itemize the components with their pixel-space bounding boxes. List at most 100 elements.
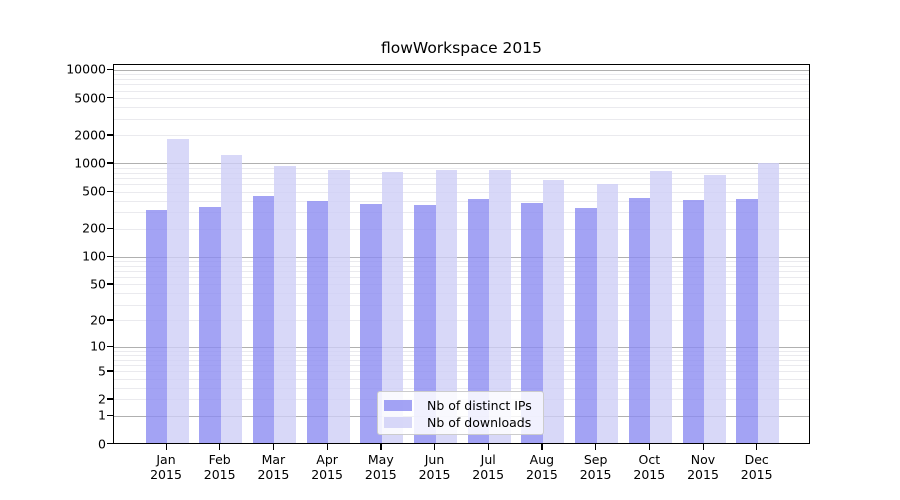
bar-downloads-jul (489, 169, 511, 444)
bar-distinct-ips-may (360, 204, 382, 444)
x-tick-label-mar: Mar 2015 (257, 451, 290, 482)
minor-gridline-2000 (114, 135, 809, 137)
major-gridline-10 (114, 346, 809, 348)
minor-gridline-5000 (114, 98, 809, 100)
bar-downloads-may (381, 171, 404, 444)
x-tick-mark-aug (541, 443, 543, 450)
bar-distinct-ips-apr (306, 201, 329, 444)
minor-gridline-200 (114, 228, 809, 230)
bar-downloads-feb (220, 155, 243, 444)
x-tick-label-aug: Aug 2015 (525, 451, 558, 482)
x-tick-mark-may (380, 443, 382, 450)
x-tick-label-jan: Jan 2015 (150, 451, 182, 482)
minor-gridline-60 (114, 277, 809, 279)
bar-distinct-ips-dec (736, 199, 758, 444)
major-gridline-10000 (114, 69, 809, 71)
bar-distinct-ips-oct (628, 198, 651, 444)
bar-downloads-jun (435, 169, 457, 444)
x-tick-label-dec: Dec 2015 (740, 451, 773, 482)
y-tick-mark-1000 (107, 162, 113, 164)
minor-gridline-7 (114, 359, 809, 361)
x-tick-mark-mar (272, 443, 275, 450)
y-tick-mark-10000 (107, 68, 113, 71)
bar-downloads-oct (650, 170, 672, 444)
x-tick-label-may: May 2015 (364, 451, 397, 482)
y-tick-label-0: 0 (98, 436, 106, 451)
x-tick-mark-feb (219, 443, 221, 450)
legend-swatch-downloads (384, 417, 412, 428)
minor-gridline-70 (114, 270, 809, 272)
bar-downloads-aug (542, 180, 565, 444)
legend: Nb of distinct IPs Nb of downloads (377, 391, 544, 435)
x-tick-mark-oct (648, 443, 651, 450)
y-tick-mark-5 (107, 370, 113, 372)
minor-gridline-40 (114, 293, 809, 295)
y-tick-mark-0 (107, 443, 113, 445)
plot-area (113, 64, 810, 444)
y-tick-mark-20 (107, 319, 113, 321)
bar-downloads-nov (704, 174, 726, 444)
minor-gridline-4 (114, 378, 809, 380)
minor-gridline-7000 (114, 84, 809, 86)
x-tick-label-feb: Feb 2015 (203, 451, 236, 482)
y-tick-mark-50 (107, 283, 113, 285)
minor-gridline-20 (114, 320, 809, 322)
minor-gridline-6 (114, 364, 809, 366)
bar-downloads-jan (167, 138, 189, 444)
bar-downloads-sep (596, 184, 619, 444)
minor-gridline-50 (114, 284, 809, 286)
minor-gridline-6000 (114, 90, 809, 92)
y-tick-mark-100 (107, 255, 113, 257)
minor-gridline-3 (114, 387, 809, 389)
x-tick-label-jun: Jun 2015 (418, 451, 451, 482)
minor-gridline-80 (114, 265, 809, 267)
x-tick-label-apr: Apr 2015 (311, 451, 343, 482)
x-tick-label-oct: Oct 2015 (633, 451, 666, 482)
y-tick-label-1000: 1000 (74, 155, 106, 171)
minor-gridline-5 (114, 371, 809, 373)
x-tick-mark-sep (595, 443, 597, 450)
bar-distinct-ips-nov (682, 200, 704, 444)
minor-gridline-9 (114, 350, 809, 352)
x-tick-mark-apr (326, 443, 328, 450)
bar-distinct-ips-jun (414, 205, 436, 444)
y-tick-label-10: 10 (90, 338, 106, 354)
y-tick-mark-1 (107, 414, 113, 417)
major-gridline-100 (114, 256, 809, 258)
minor-gridline-90 (114, 260, 809, 262)
minor-gridline-800 (114, 172, 809, 174)
y-tick-label-1: 1 (98, 407, 106, 423)
x-tick-label-jul: Jul 2015 (472, 451, 505, 482)
y-tick-label-50: 50 (90, 276, 106, 292)
y-tick-mark-500 (107, 190, 113, 192)
y-tick-mark-5000 (107, 97, 113, 99)
bar-distinct-ips-feb (199, 206, 221, 444)
y-tick-label-5000: 5000 (74, 90, 106, 106)
y-tick-label-2: 2 (98, 391, 106, 407)
legend-label-distinct-ips: Nb of distinct IPs (427, 398, 532, 413)
legend-entry-distinct-ips: Nb of distinct IPs (384, 397, 543, 414)
bar-downloads-mar (274, 166, 296, 444)
y-tick-label-5: 5 (98, 363, 106, 379)
bar-distinct-ips-aug (521, 203, 543, 444)
minor-gridline-300 (114, 212, 809, 214)
x-tick-mark-jun (434, 443, 436, 450)
x-tick-label-sep: Sep 2015 (579, 451, 612, 482)
minor-gridline-8 (114, 354, 809, 356)
legend-swatch-distinct-ips (384, 400, 412, 411)
y-tick-mark-200 (107, 227, 113, 229)
bar-downloads-apr (328, 169, 350, 444)
y-tick-label-20: 20 (90, 312, 106, 328)
bar-downloads-dec (757, 163, 780, 444)
major-gridline-1000 (114, 163, 809, 165)
minor-gridline-30 (114, 304, 809, 306)
y-tick-label-2000: 2000 (74, 127, 106, 143)
y-tick-mark-2000 (107, 134, 113, 136)
bar-distinct-ips-sep (575, 207, 597, 444)
minor-gridline-4000 (114, 107, 809, 109)
minor-gridline-9000 (114, 74, 809, 76)
y-tick-label-200: 200 (82, 220, 106, 236)
minor-gridline-900 (114, 167, 809, 169)
y-tick-label-500: 500 (82, 183, 106, 199)
